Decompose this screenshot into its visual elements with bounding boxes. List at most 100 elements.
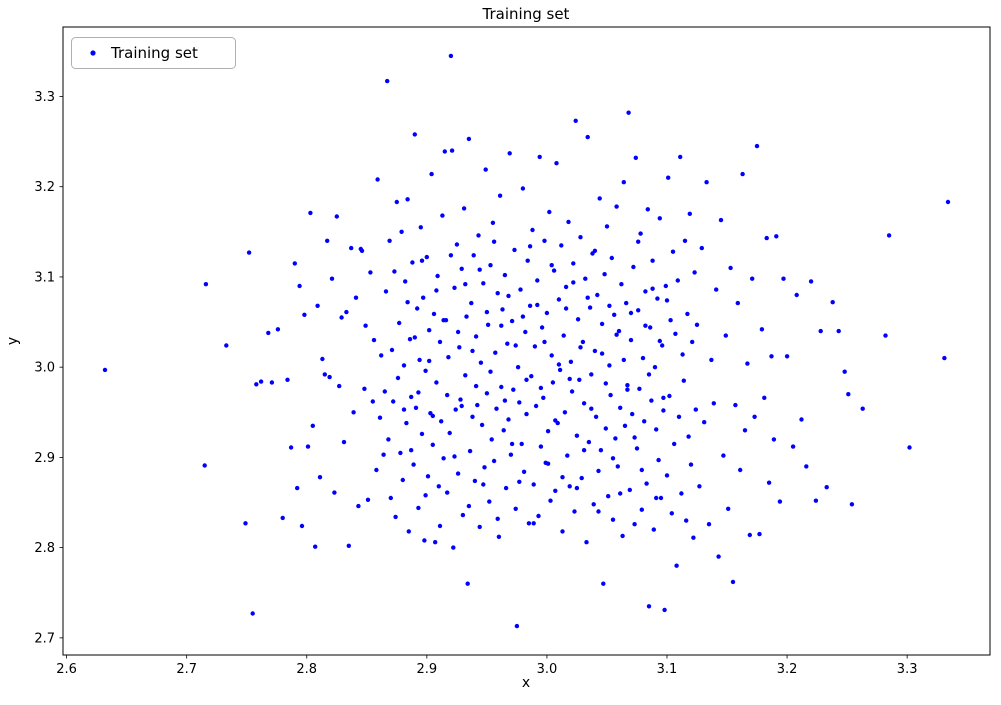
scatter-point (258, 379, 264, 384)
scatter-point (449, 148, 455, 153)
scatter-point (690, 339, 695, 345)
scatter-point (781, 276, 786, 281)
scatter-point (489, 437, 494, 442)
scatter-point (337, 383, 342, 389)
scatter-point (556, 362, 562, 367)
scatter-point (477, 524, 482, 530)
scatter-point (455, 471, 461, 476)
scatter-point (646, 372, 652, 377)
scatter-point (808, 279, 814, 284)
scatter-point (563, 284, 569, 290)
scatter-point (628, 310, 634, 316)
scatter-point (463, 282, 468, 287)
scatter-point (531, 482, 536, 487)
scatter-point (597, 196, 602, 201)
scatter-point (604, 224, 610, 229)
scatter-point (697, 484, 702, 489)
scatter-point (392, 269, 397, 274)
scatter-point (542, 339, 547, 345)
scatter-point (645, 207, 650, 212)
x-tick-label: 3.1 (657, 662, 678, 677)
scatter-point (427, 358, 432, 364)
scatter-point (650, 258, 655, 263)
scatter-point (614, 332, 619, 337)
scatter-point (275, 327, 281, 332)
scatter-point (575, 317, 581, 322)
scatter-point (512, 247, 517, 253)
scatter-point (577, 377, 582, 382)
scatter-point (574, 433, 580, 438)
scatter-point (661, 408, 666, 413)
scatter-point (397, 320, 402, 326)
scatter-point (664, 473, 670, 478)
scatter-point (464, 314, 469, 319)
scatter-point (471, 253, 476, 258)
scatter-point (644, 481, 649, 486)
scatter-point (602, 272, 607, 277)
scatter-point (461, 206, 467, 211)
scatter-point (533, 403, 539, 409)
scatter-point (637, 386, 642, 391)
plot-content: 2.6 2.7 2.8 2.9 3.0 3.1 3.2 3.3 2.7 2.8 2.9 3.0 3.1 3… (34, 53, 951, 677)
scatter-point (322, 372, 327, 377)
scatter-point (448, 53, 454, 59)
scatter-point (269, 380, 275, 385)
scatter-point (473, 334, 479, 339)
scatter-point (425, 474, 431, 479)
scatter-point (452, 454, 457, 459)
scatter-point (478, 360, 484, 365)
scatter-point (310, 423, 315, 428)
scatter-point (557, 367, 563, 373)
scatter-point (643, 323, 648, 328)
scatter-point (759, 327, 765, 332)
scatter-point (513, 506, 518, 511)
scatter-point (548, 498, 553, 503)
scatter-point (654, 495, 659, 501)
scatter-point (549, 353, 554, 358)
scatter-point (553, 488, 558, 493)
scatter-point (403, 279, 408, 284)
scatter-point (315, 303, 320, 308)
scatter-point (560, 529, 565, 534)
scatter-point (412, 132, 417, 137)
scatter-point (596, 509, 601, 514)
scatter-point (503, 485, 509, 491)
scatter-point (560, 475, 565, 480)
scatter-point (523, 329, 528, 335)
scatter-point (595, 292, 600, 298)
scatter-point (718, 217, 724, 223)
scatter-point (626, 110, 631, 115)
scatter-point (566, 219, 571, 225)
scatter-point (592, 348, 598, 354)
legend-box (71, 37, 236, 69)
scatter-point (678, 154, 683, 160)
scatter-point (458, 397, 463, 402)
scatter-point (615, 464, 620, 469)
scatter-point (434, 288, 439, 293)
scatter-point (942, 355, 947, 361)
scatter-point (757, 531, 762, 537)
scatter-point (527, 303, 533, 308)
scatter-point (437, 339, 443, 345)
scatter-point (545, 461, 551, 466)
scatter-point (581, 401, 587, 406)
scatter-point (794, 292, 799, 298)
scatter-point (387, 238, 392, 243)
scatter-point (686, 434, 691, 439)
y-tick-label: 3.0 (34, 361, 55, 376)
scatter-point (610, 456, 616, 461)
scatter-point (401, 363, 407, 368)
scatter-point (459, 403, 464, 409)
scatter-point (728, 265, 733, 271)
scatter-point (362, 386, 367, 391)
scatter-point (288, 445, 294, 450)
scatter-point (460, 512, 466, 518)
scatter-point (657, 338, 662, 344)
scatter-point (475, 402, 480, 408)
scatter-point (682, 238, 688, 243)
y-tick-label: 2.9 (34, 451, 55, 466)
scatter-point (568, 359, 574, 364)
scatter-point (672, 441, 677, 447)
x-tick-label: 2.6 (56, 662, 77, 677)
